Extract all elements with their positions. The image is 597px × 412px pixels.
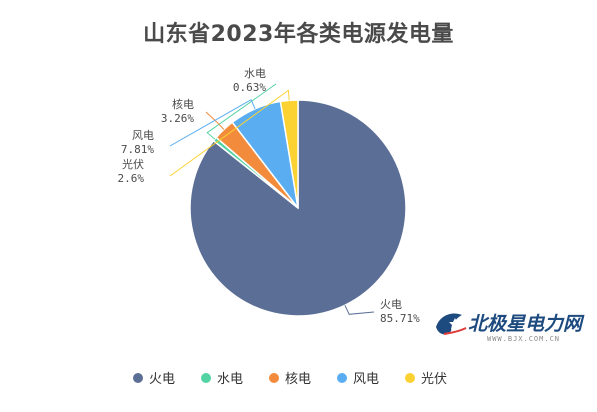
slice-2-label-name: 水电 [244,67,266,80]
slice-1-label-name: 火电 [380,298,402,311]
legend-label-2: 水电 [217,372,243,387]
legend-label-4: 风电 [353,372,379,387]
slice-3-leader-line [205,111,225,130]
slice-4-leader-line [169,98,256,147]
legend-marker-2 [201,373,211,383]
slice-5-leader-line [169,89,290,177]
legend-item-2: 水电 [201,372,243,387]
pie-slices [189,99,407,317]
legend-label-1: 火电 [149,372,175,387]
legend: 火电 水电 核电 风电 光伏 [133,372,447,387]
chart-title: 山东省2023年各类电源发电量 [143,22,454,47]
watermark-url: WWW.BJX.COM.CN [487,335,560,343]
slice-2-label-percent: 0.63% [233,81,266,94]
slice-3-label-percent: 3.26% [161,112,194,125]
legend-marker-3 [269,373,279,383]
legend-label-5: 光伏 [421,372,447,387]
watermark-logo: 北极星电力网 WWW.BJX.COM.CN [436,313,585,343]
slice-1-leader-line [344,305,375,315]
slice-1-label-percent: 85.71% [380,312,420,325]
legend-item-1: 火电 [133,372,175,387]
slice-4-label-name: 风电 [132,129,154,142]
slice-5-label-percent: 2.6% [118,172,145,185]
slice-2-leader-line [206,83,277,140]
slice-4-label-percent: 7.81% [121,143,154,156]
legend-marker-4 [337,373,347,383]
legend-item-5: 光伏 [405,372,447,387]
legend-item-4: 风电 [337,372,379,387]
legend-label-3: 核电 [285,372,311,387]
legend-marker-1 [133,373,143,383]
legend-item-3: 核电 [269,372,311,387]
slice-3-label-name: 核电 [172,97,194,111]
label-leader-lines [169,83,375,315]
slice-5-label-name: 光伏 [122,157,144,171]
watermark-brand: 北极星电力网 [468,313,585,335]
star-logo-icon [436,313,467,335]
legend-marker-5 [405,373,415,383]
